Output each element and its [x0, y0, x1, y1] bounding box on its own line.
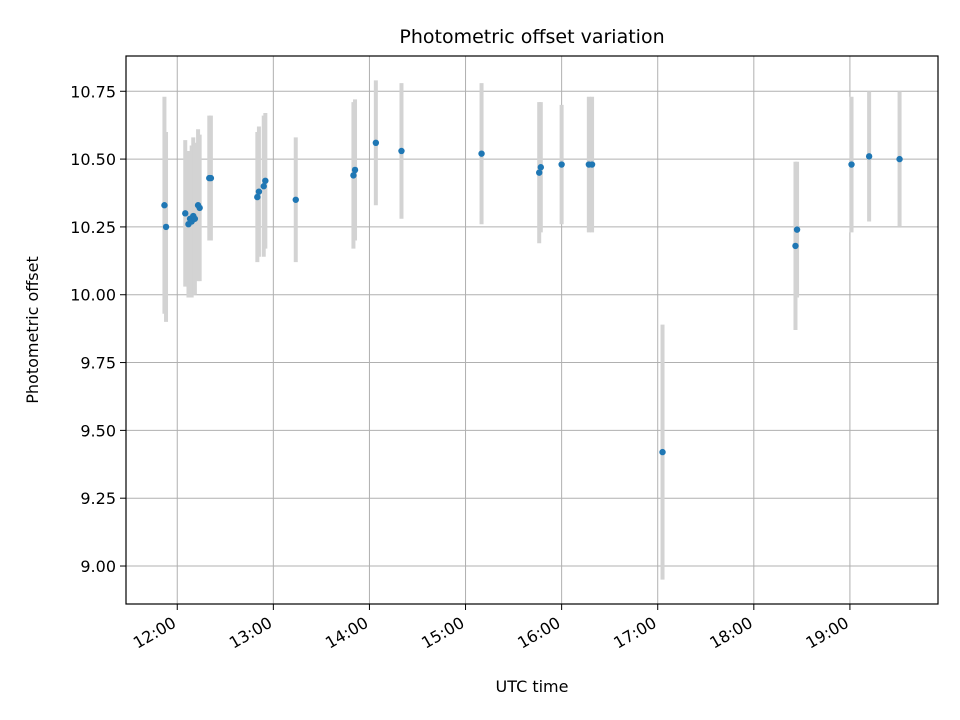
data-point — [196, 204, 203, 212]
data-point — [262, 177, 269, 184]
data-point — [254, 193, 261, 201]
data-point — [351, 166, 359, 174]
data-point — [372, 139, 380, 147]
data-point — [659, 448, 666, 456]
y-tick-label: 10.75 — [70, 82, 116, 101]
data-point — [848, 161, 855, 168]
y-tick-label: 9.50 — [80, 421, 116, 440]
y-axis-label: Photometric offset — [23, 256, 42, 404]
data-point — [536, 169, 543, 176]
data-point — [896, 155, 903, 163]
chart-title: Photometric offset variation — [399, 26, 664, 48]
data-point — [478, 150, 485, 157]
data-point — [162, 223, 170, 231]
y-tick-label: 10.25 — [70, 218, 116, 237]
plot-frame — [125, 55, 939, 605]
data-point — [558, 161, 565, 168]
data-point — [207, 174, 215, 182]
data-point — [292, 196, 299, 203]
data-points — [161, 139, 903, 456]
y-axis: 9.00 9.25 9.50 9.75 10.00 10.25 10.50 10.75 — [70, 82, 126, 576]
y-tick-label: 9.75 — [80, 354, 116, 373]
y-tick-label: 10.00 — [70, 286, 116, 305]
data-point — [191, 215, 199, 222]
data-point — [350, 172, 357, 179]
data-point — [588, 161, 596, 168]
y-tick-label: 9.25 — [80, 489, 116, 508]
data-point — [537, 164, 545, 171]
data-point — [865, 153, 873, 160]
x-axis-label: UTC time — [496, 677, 569, 696]
data-point — [793, 226, 801, 233]
data-point — [161, 202, 168, 209]
y-tick-label: 10.50 — [70, 150, 116, 169]
data-point — [792, 242, 799, 250]
y-tick-label: 9.00 — [80, 557, 116, 576]
data-point — [255, 188, 263, 195]
data-point — [182, 210, 189, 217]
data-point — [260, 183, 267, 190]
data-point — [398, 147, 405, 155]
